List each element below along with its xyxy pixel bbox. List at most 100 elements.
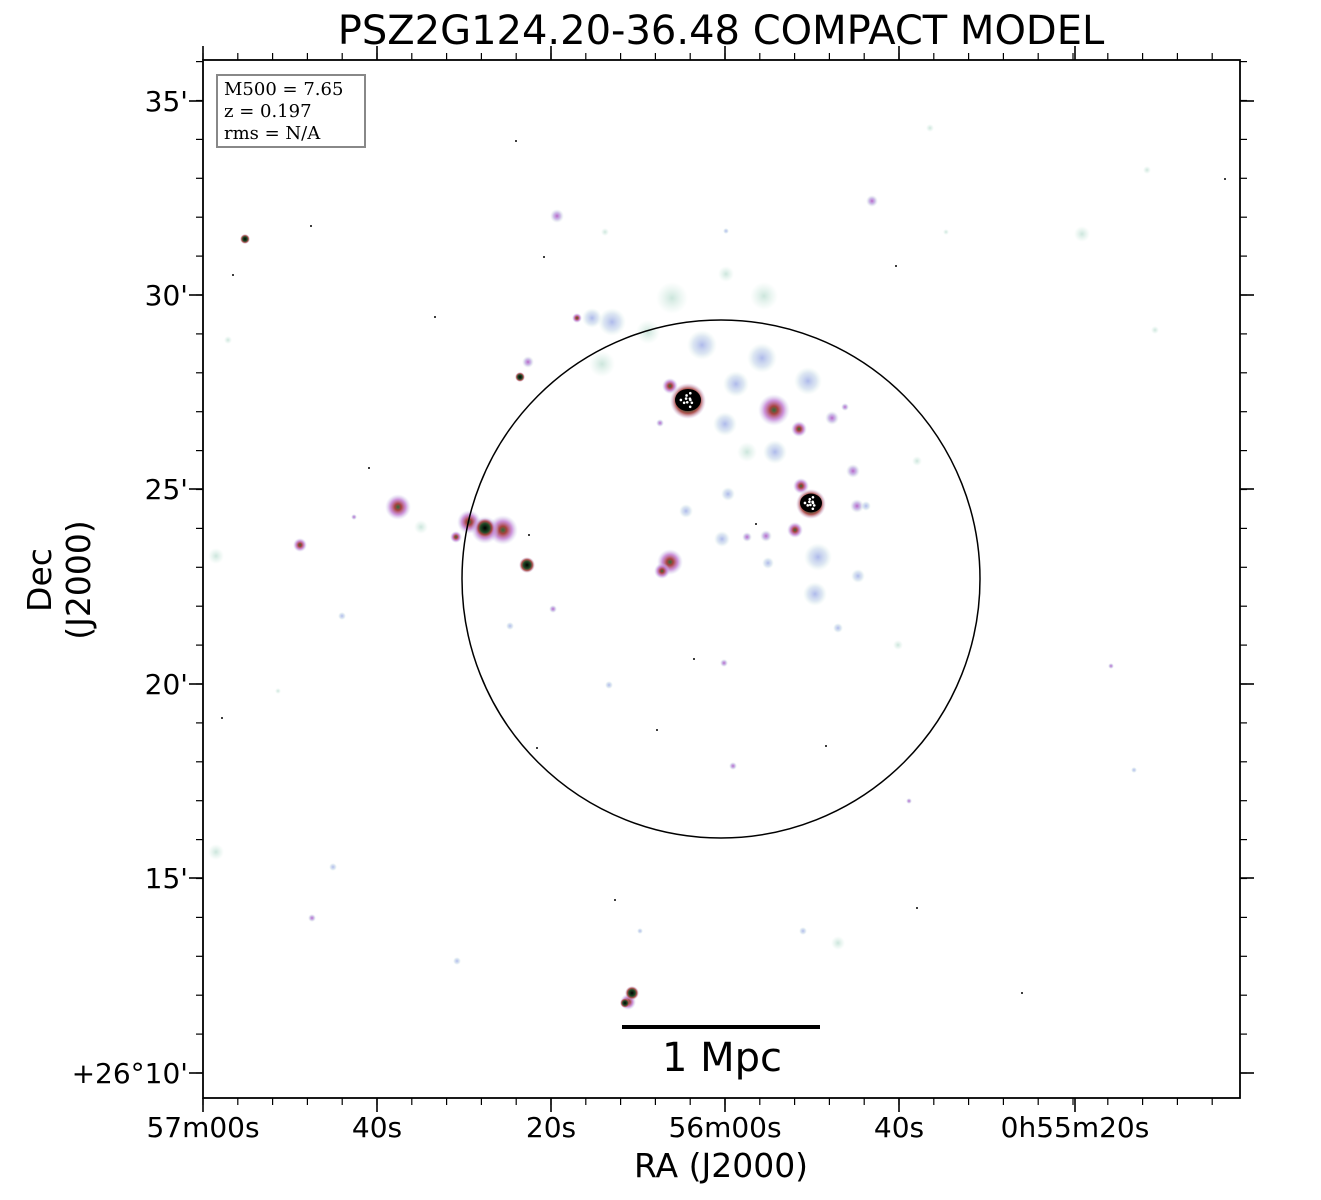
radio-source-71 xyxy=(787,522,803,538)
radio-source-1 xyxy=(750,282,778,310)
radio-source-77 xyxy=(572,313,582,323)
point-source xyxy=(1021,992,1023,994)
radio-source-17 xyxy=(601,228,609,236)
radio-source-48 xyxy=(846,464,860,478)
radio-source-85 xyxy=(620,998,630,1008)
core-speckle xyxy=(682,401,686,405)
radio-source-30 xyxy=(714,531,730,547)
core-speckle xyxy=(809,503,812,507)
radio-source-44 xyxy=(723,228,729,234)
radio-source-28 xyxy=(679,504,693,518)
point-source xyxy=(232,274,234,276)
info-redshift: z = 0.197 xyxy=(224,101,312,122)
radio-source-9 xyxy=(737,442,757,462)
radio-source-32 xyxy=(598,308,626,336)
radio-source-41 xyxy=(799,927,807,935)
radio-source-80 xyxy=(519,557,535,573)
core-speckle xyxy=(684,397,688,400)
point-source xyxy=(895,265,897,267)
radio-source-57 xyxy=(720,659,728,667)
x-tick-label: 20s xyxy=(526,1111,576,1144)
radio-source-19 xyxy=(275,688,281,694)
radio-source-18 xyxy=(943,229,949,235)
radio-source-2 xyxy=(718,266,734,282)
radio-source-29 xyxy=(721,487,735,501)
core-speckle xyxy=(803,501,807,505)
x-tick-label: 40s xyxy=(352,1111,402,1144)
point-source xyxy=(368,467,370,469)
core-speckle xyxy=(690,401,694,405)
core-speckle xyxy=(689,391,692,395)
radio-source-66 xyxy=(791,421,807,437)
core-speckle xyxy=(688,397,692,400)
radio-source-62 xyxy=(522,356,534,368)
radio-source-20 xyxy=(687,330,717,360)
radio-source-56 xyxy=(1108,663,1114,669)
point-source xyxy=(614,899,616,901)
radio-source-27 xyxy=(803,582,827,606)
core-speckle xyxy=(806,504,810,507)
point-source xyxy=(434,316,436,318)
radio-source-8 xyxy=(414,520,428,534)
radio-source-40 xyxy=(637,928,643,934)
core-speckle xyxy=(811,507,815,511)
point-source xyxy=(755,523,757,525)
point-source xyxy=(528,534,530,536)
info-rms: rms = N/A xyxy=(224,123,321,144)
point-source xyxy=(543,256,545,258)
radio-source-55 xyxy=(308,914,316,922)
radio-source-6 xyxy=(208,548,224,564)
radio-source-63 xyxy=(385,494,411,520)
radio-source-35 xyxy=(833,623,843,633)
y-tick-label: +26°10' xyxy=(72,1057,188,1090)
point-source xyxy=(310,225,312,227)
point-source xyxy=(515,140,517,142)
radio-source-13 xyxy=(1151,326,1159,334)
radio-source-25 xyxy=(763,440,787,464)
point-source xyxy=(656,729,658,731)
radio-source-15 xyxy=(893,640,903,650)
radio-source-64 xyxy=(293,538,307,552)
radio-source-0 xyxy=(656,282,688,314)
radio-source-37 xyxy=(605,681,613,689)
saturated-core-0 xyxy=(675,388,701,412)
y-tick-label: 20' xyxy=(145,668,188,701)
radio-source-60 xyxy=(861,501,871,511)
chart-title: PSZ2G124.20-36.48 COMPACT MODEL xyxy=(337,8,1105,54)
radio-source-54 xyxy=(729,762,737,770)
saturated-core-1 xyxy=(800,493,822,513)
radio-source-11 xyxy=(926,124,934,132)
radio-source-38 xyxy=(338,612,346,620)
radio-source-47 xyxy=(825,411,839,425)
core-speckle xyxy=(812,504,816,507)
info-box: M500 = 7.65 z = 0.197 rms = N/A xyxy=(216,74,366,148)
core-speckle xyxy=(679,398,683,402)
radio-source-24 xyxy=(713,412,737,436)
radio-source-50 xyxy=(742,532,752,542)
radio-source-16 xyxy=(912,456,922,466)
radio-source-49 xyxy=(841,403,849,411)
y-tick-label: 15' xyxy=(145,862,188,895)
core-speckle xyxy=(688,405,692,409)
radio-source-4 xyxy=(636,320,660,344)
radio-source-14 xyxy=(224,336,232,344)
info-m500: M500 = 7.65 xyxy=(224,79,344,100)
plot-frame xyxy=(202,59,1241,1099)
radio-source-51 xyxy=(760,530,772,542)
x-axis-label: RA (J2000) xyxy=(633,1146,809,1185)
radio-source-5 xyxy=(1074,226,1090,242)
r500-circle xyxy=(461,319,981,839)
radio-source-3 xyxy=(589,351,615,377)
radio-source-43 xyxy=(1131,767,1137,773)
y-axis-label: Dec (J2000) xyxy=(20,520,98,640)
core-speckle xyxy=(685,400,689,404)
x-tick-label: 0h55m20s xyxy=(1001,1111,1150,1144)
radio-source-7 xyxy=(208,844,224,860)
radio-source-21 xyxy=(747,343,777,373)
y-tick-label: 25' xyxy=(145,473,188,506)
radio-source-70 xyxy=(793,478,809,494)
radio-source-36 xyxy=(506,622,514,630)
point-source xyxy=(825,745,827,747)
radio-source-46 xyxy=(866,195,878,207)
